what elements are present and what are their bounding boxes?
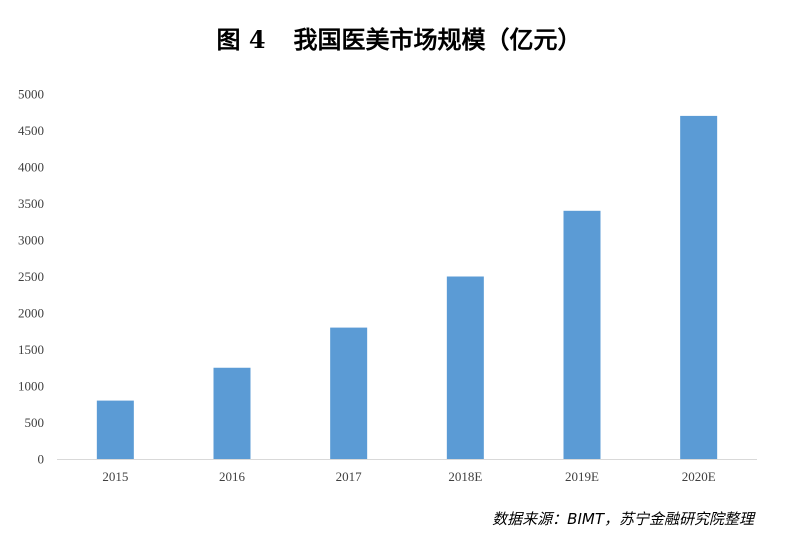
y-tick-label: 5000 xyxy=(18,87,44,102)
bar-2020E xyxy=(680,115,718,460)
y-tick-label: 2500 xyxy=(18,269,44,284)
bar-2019E xyxy=(563,210,601,459)
x-tick-label: 2015 xyxy=(102,469,128,484)
x-tick-label: 2019E xyxy=(565,469,599,484)
y-tick-label: 500 xyxy=(25,415,45,430)
y-tick-label: 1000 xyxy=(18,379,44,394)
source-note: 数据来源：BIMT，苏宁金融研究院整理 xyxy=(492,510,754,528)
y-tick-label: 4000 xyxy=(18,160,44,175)
y-tick-label: 3000 xyxy=(18,233,44,248)
bar-2016 xyxy=(213,367,251,459)
y-axis-ticks: 0 500 1000 1500 2000 2500 3000 3500 4000 4500 5000 xyxy=(18,87,44,467)
x-tick-label: 2018E xyxy=(448,469,482,484)
bar-2015 xyxy=(96,400,134,459)
x-axis-ticks: 2015 2016 2017 2018E 2019E 2020E xyxy=(102,469,715,484)
x-tick-label: 2020E xyxy=(682,469,716,484)
x-tick-label: 2017 xyxy=(336,469,363,484)
y-tick-label: 1500 xyxy=(18,342,44,357)
bars xyxy=(96,115,718,460)
title-text: 我国医美市场规模（亿元） xyxy=(293,25,582,54)
y-tick-label: 4500 xyxy=(18,123,44,138)
y-tick-label: 2000 xyxy=(18,306,44,321)
y-tick-label: 0 xyxy=(38,452,45,467)
bar-2017 xyxy=(330,327,368,459)
chart-title: 图 4 我国医美市场规模（亿元） xyxy=(0,20,798,55)
x-tick-label: 2016 xyxy=(219,469,246,484)
y-tick-label: 3500 xyxy=(18,196,44,211)
bar-2018E xyxy=(446,276,484,459)
figure-label: 图 4 xyxy=(216,25,266,54)
